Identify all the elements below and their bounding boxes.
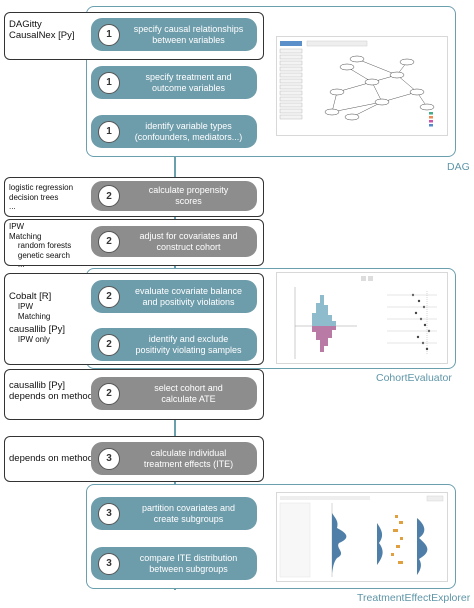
step-number: 1: [98, 71, 120, 94]
tool-text-cobalt-sub: IPW Matching: [17, 302, 51, 321]
step-number: 2: [98, 185, 120, 207]
tool-text-ate: causallib [Py] depends on method: [9, 380, 93, 402]
tool-text-adjust: IPW Matching random forests genetic sear…: [9, 222, 72, 269]
step-label: specify causal relationships between var…: [133, 23, 244, 45]
step-label: specify treatment and outcome variables: [145, 71, 232, 93]
step-number: 2: [98, 333, 120, 356]
treatment-effect-explorer-label: TreatmentEffectExplorer: [357, 592, 471, 604]
step-label: select cohort and calculate ATE: [154, 382, 223, 404]
step-label: calculate propensity scores: [148, 185, 229, 206]
step-select-cohort-ate: 2 select cohort and calculate ATE: [91, 377, 257, 410]
step-label: identify and exclude positivity violatin…: [135, 333, 242, 355]
step-label: identify variable types (confounders, me…: [134, 120, 243, 142]
step-calculate-ite: 3 calculate individual treatment effects…: [91, 442, 257, 475]
step-number: 3: [98, 447, 120, 470]
step-adjust-covariates: 2 adjust for covariates and construct co…: [91, 226, 257, 257]
step-specify-causal-relationships: 1 specify causal relationships between v…: [91, 18, 257, 51]
step-label: evaluate covariate balance and positivit…: [134, 285, 243, 307]
step-label: adjust for covariates and construct coho…: [139, 230, 238, 252]
treatment-effect-explorer-image: [279, 495, 444, 578]
tool-text-propensity: logistic regression decision trees ...: [9, 183, 74, 211]
tool-text-causallib-sub: IPW only: [9, 335, 50, 344]
step-label: calculate individual treatment effects (…: [143, 447, 234, 469]
tool-text-dag: DAGitty CausalNex [Py]: [9, 19, 75, 41]
dag-panel-label: DAG: [447, 161, 470, 173]
treatment-effect-explorer-screenshot-thumbnail: [276, 492, 448, 582]
step-exclude-positivity-violations: 2 identify and exclude positivity violat…: [91, 328, 257, 361]
step-number: 3: [98, 502, 120, 525]
step-partition-covariates: 3 partition covariates and create subgro…: [91, 497, 257, 530]
step-number: 3: [98, 552, 120, 575]
cohort-evaluator-label: CohortEvaluator: [376, 372, 452, 384]
cohort-evaluator-screenshot-thumbnail: [276, 272, 448, 364]
dag-graph-image: [279, 40, 435, 127]
step-specify-treatment-outcome: 1 specify treatment and outcome variable…: [91, 66, 257, 99]
step-number: 2: [98, 230, 120, 253]
step-number: 1: [98, 23, 120, 46]
step-label: compare ITE distribution between subgrou…: [139, 552, 238, 574]
step-identify-variable-types: 1 identify variable types (confounders, …: [91, 115, 257, 148]
dag-screenshot-thumbnail: [276, 36, 448, 136]
cohort-evaluator-image: [294, 276, 437, 359]
step-number: 2: [98, 382, 120, 405]
tool-text-causallib: causallib [Py]: [9, 324, 65, 335]
step-evaluate-balance: 2 evaluate covariate balance and positiv…: [91, 280, 257, 313]
step-label: partition covariates and create subgroup…: [141, 502, 236, 524]
step-compare-ite-distribution: 3 compare ITE distribution between subgr…: [91, 547, 257, 580]
step-calculate-propensity: 2 calculate propensity scores: [91, 181, 257, 211]
tool-text-ite: depends on method: [9, 453, 93, 464]
step-number: 2: [98, 285, 120, 308]
step-number: 1: [98, 120, 120, 143]
tool-text-cobalt: Cobalt [R]: [9, 291, 52, 302]
